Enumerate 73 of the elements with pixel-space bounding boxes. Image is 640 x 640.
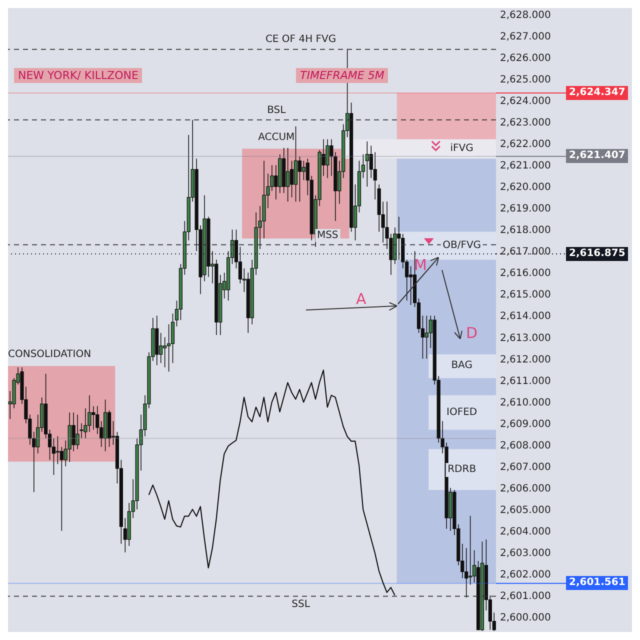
y-tick-label: 2,615.000	[500, 290, 551, 301]
ref-line-label: SSL	[290, 598, 312, 612]
band-label: ACCUM	[258, 130, 295, 145]
y-tick-label: 2,605.000	[500, 504, 551, 516]
candlestick	[286, 147, 290, 202]
ref-line-label: 2,624.347	[566, 86, 628, 100]
band-label: RDRB	[446, 462, 478, 477]
y-tick-label: 2,625.000	[500, 74, 551, 86]
ref-line-label: 2,601.561	[566, 576, 628, 590]
annotation: TIMEFRAME 5M	[296, 68, 388, 83]
y-tick-label: 2,606.000	[500, 483, 551, 494]
band-label: BAG	[449, 359, 474, 374]
candlestick	[294, 126, 298, 202]
band-label: IOFED	[444, 406, 480, 420]
y-tick-label: 2,603.000	[500, 548, 551, 559]
ref-line-label: 2,616.875	[566, 246, 628, 261]
band-label: iFVG	[448, 142, 476, 156]
y-tick-label: 2,623.000	[500, 118, 551, 129]
y-tick-label: 2,621.000	[500, 160, 551, 172]
candlestick	[163, 336, 167, 368]
band-label: CONSOLIDATION	[8, 348, 92, 362]
annotation: NEW YORK/ KILLZONE	[14, 68, 142, 83]
candlestick	[76, 414, 80, 450]
y-tick-label: 2,628.000	[500, 10, 551, 22]
y-tick-label: 2,609.000	[500, 418, 551, 430]
y-tick-label: 2,601.000	[500, 590, 551, 602]
y-tick-label: 2,611.000	[500, 376, 551, 387]
candlestick	[72, 412, 76, 452]
line-series	[148, 370, 396, 596]
y-tick-label: 2,607.000	[500, 462, 551, 473]
y-tick-label: 2,618.000	[500, 225, 551, 236]
ref-line-label: CE OF 4H FVG	[263, 33, 338, 46]
candlestick	[56, 436, 60, 465]
candlestick	[326, 138, 330, 178]
annotation: D	[466, 324, 478, 342]
candlestick	[290, 160, 294, 198]
candlestick	[60, 446, 64, 532]
candlestick	[52, 438, 56, 476]
annotation: A	[356, 290, 366, 308]
y-tick-label: 2,604.000	[500, 526, 551, 538]
candlestick	[159, 332, 163, 364]
y-tick-label: 2,602.000	[500, 569, 551, 580]
y-tick-label: 2,612.000	[500, 354, 551, 366]
candlestick	[92, 406, 96, 430]
y-tick-label: 2,622.000	[500, 139, 551, 150]
y-tick-label: 2,616.000	[500, 268, 551, 280]
candlestick	[68, 412, 72, 462]
y-tick-label: 2,600.000	[500, 612, 551, 624]
ref-line-label: 2,621.407	[566, 149, 628, 164]
y-tick-label: 2,627.000	[500, 32, 551, 43]
y-tick-label: 2,610.000	[500, 397, 551, 408]
annotation: M	[414, 256, 427, 274]
ref-line-label: BSL	[265, 104, 288, 117]
candlestick	[96, 406, 100, 434]
candlestick	[464, 548, 468, 598]
y-tick-label: 2,614.000	[500, 311, 551, 322]
candlestick	[302, 160, 306, 181]
candlestick	[166, 324, 171, 372]
y-tick-label: 2,608.000	[500, 440, 551, 452]
y-tick-label: 2,617.000	[500, 246, 551, 258]
y-tick-label: 2,624.000	[500, 96, 551, 108]
candlestick	[170, 313, 175, 364]
candlestick	[365, 141, 369, 187]
candlestick	[409, 266, 413, 306]
y-tick-label: 2,613.000	[500, 332, 551, 344]
candlestick	[298, 156, 302, 202]
ref-line-label: MSS	[314, 228, 340, 242]
band-label: OB/FVG	[440, 238, 484, 253]
y-tick-label: 2,619.000	[500, 204, 551, 215]
candlestick	[468, 515, 472, 586]
candlestick	[424, 315, 428, 360]
y-tick-label: 2,626.000	[500, 53, 551, 64]
y-tick-label: 2,620.000	[500, 182, 551, 194]
